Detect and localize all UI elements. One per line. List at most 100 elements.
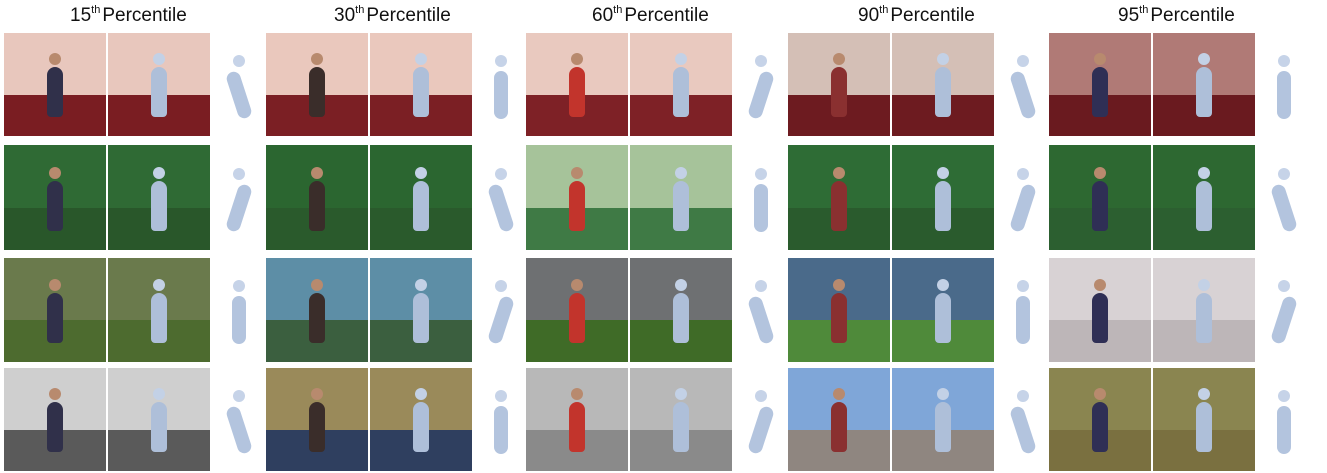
body-mesh [1196, 181, 1212, 232]
input-photo [4, 368, 106, 471]
input-photo [788, 33, 890, 136]
header-30: 30th Percentile [334, 4, 451, 26]
input-photo [266, 33, 368, 136]
mesh-head [415, 167, 427, 180]
person-head [571, 167, 583, 180]
person [1092, 293, 1108, 344]
example-r2-c2 [266, 145, 524, 250]
input-photo [4, 145, 106, 250]
mesh-head [415, 53, 427, 66]
input-photo [1049, 258, 1151, 362]
mesh-overlay-photo [630, 145, 732, 250]
body-mesh [935, 181, 951, 232]
mesh-overlay-photo [108, 258, 210, 362]
person [1092, 402, 1108, 453]
example-r4-c4 [788, 368, 1046, 471]
person-head [571, 53, 583, 66]
side-mesh-body [224, 182, 254, 233]
mesh-overlay-photo [370, 258, 472, 362]
mesh-head [675, 279, 687, 292]
example-r1-c2 [266, 33, 524, 136]
side-view-mesh [1259, 145, 1309, 250]
mesh-head [415, 279, 427, 292]
side-mesh-head [1278, 389, 1290, 402]
mesh-overlay-photo [892, 368, 994, 471]
side-mesh-body [1008, 69, 1038, 120]
body-mesh [935, 293, 951, 344]
side-mesh-head [233, 167, 245, 180]
person [47, 402, 63, 453]
side-mesh-head [755, 389, 767, 402]
body-mesh [151, 293, 167, 344]
person-head [49, 388, 61, 401]
side-mesh-head [1017, 54, 1029, 67]
example-r1-c1 [4, 33, 262, 136]
side-mesh-body [1277, 405, 1291, 454]
side-mesh-head [233, 54, 245, 67]
mesh-head [937, 388, 949, 401]
side-view-mesh [736, 258, 786, 362]
mesh-overlay-photo [1153, 368, 1255, 471]
mesh-overlay-photo [370, 145, 472, 250]
example-r2-c3 [526, 145, 784, 250]
side-view-mesh [214, 145, 264, 250]
input-photo [266, 368, 368, 471]
side-view-mesh [998, 33, 1048, 136]
side-mesh-head [1017, 280, 1029, 292]
example-r2-c4 [788, 145, 1046, 250]
side-mesh-body [746, 404, 776, 455]
header-60: 60th Percentile [592, 4, 709, 26]
body-mesh [151, 402, 167, 453]
mesh-overlay-photo [108, 33, 210, 136]
side-mesh-body [1008, 182, 1038, 233]
mesh-head [1198, 388, 1210, 401]
person-head [49, 167, 61, 180]
side-view-mesh [476, 258, 526, 362]
body-mesh [935, 402, 951, 453]
person [1092, 67, 1108, 118]
mesh-overlay-photo [370, 368, 472, 471]
mesh-head [1198, 53, 1210, 66]
person-head [1094, 388, 1106, 401]
person-head [1094, 53, 1106, 66]
side-mesh-head [1278, 54, 1290, 67]
example-r3-c1 [4, 258, 262, 362]
person-head [833, 279, 845, 292]
side-view-mesh [476, 368, 526, 471]
mesh-head [937, 53, 949, 66]
side-view-mesh [998, 368, 1048, 471]
person [309, 181, 325, 232]
person-head [1094, 279, 1106, 292]
mesh-head [415, 388, 427, 401]
side-mesh-head [1278, 280, 1290, 292]
person-head [49, 279, 61, 292]
mesh-overlay-photo [892, 145, 994, 250]
side-mesh-body [1269, 182, 1299, 233]
side-mesh-head [233, 280, 245, 292]
person-head [833, 388, 845, 401]
side-mesh-head [233, 389, 245, 402]
side-view-mesh [214, 368, 264, 471]
side-view-mesh [736, 145, 786, 250]
body-mesh [413, 402, 429, 453]
mesh-overlay-photo [892, 258, 994, 362]
input-photo [526, 258, 628, 362]
side-mesh-body [232, 296, 246, 344]
input-photo [1049, 33, 1151, 136]
side-mesh-body [494, 405, 508, 454]
example-r4-c5 [1049, 368, 1307, 471]
side-view-mesh [998, 145, 1048, 250]
input-photo [788, 368, 890, 471]
person [309, 293, 325, 344]
example-r3-c2 [266, 258, 524, 362]
side-view-mesh [998, 258, 1048, 362]
mesh-head [675, 167, 687, 180]
person-head [49, 53, 61, 66]
side-mesh-body [746, 295, 776, 345]
side-mesh-head [1278, 167, 1290, 180]
person-head [311, 53, 323, 66]
body-mesh [673, 293, 689, 344]
side-view-mesh [1259, 368, 1309, 471]
person [831, 181, 847, 232]
